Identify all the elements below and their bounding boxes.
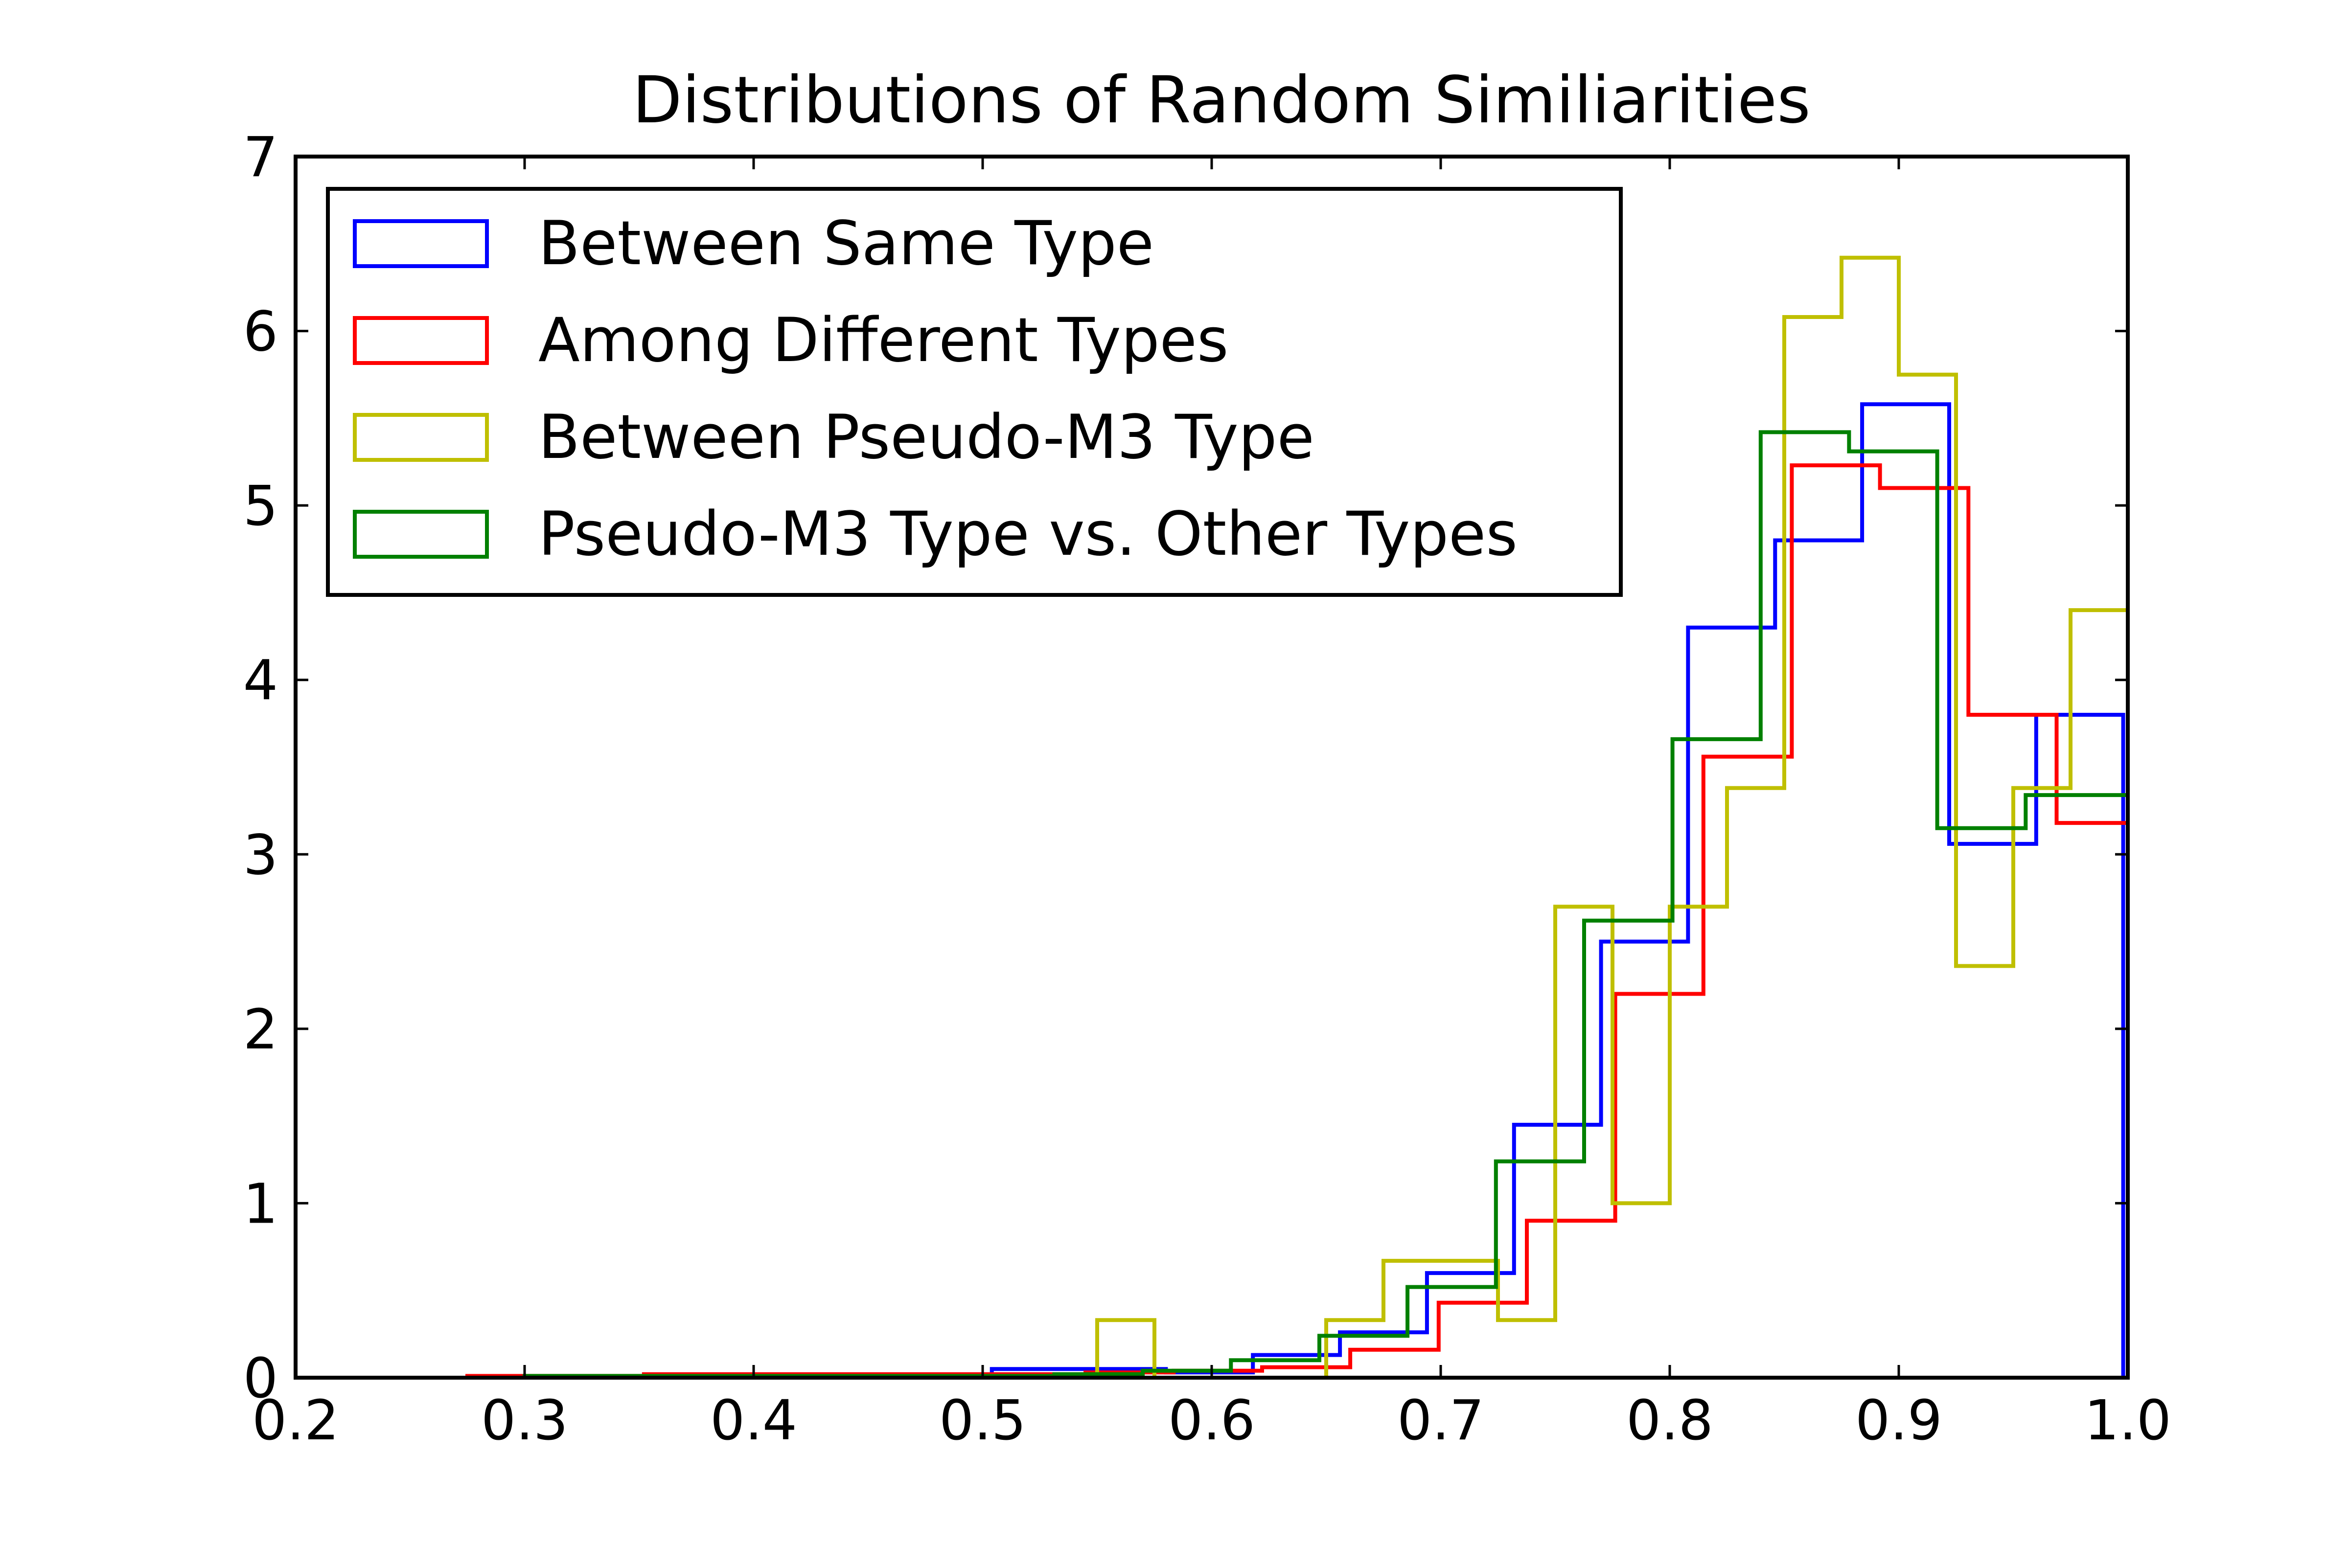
legend-label: Between Pseudo-M3 Type xyxy=(538,402,1314,473)
legend-label: Pseudo-M3 Type vs. Other Types xyxy=(538,499,1518,569)
legend-swatch xyxy=(353,316,489,365)
legend: Between Same Type Among Different Types Be… xyxy=(326,187,1623,597)
x-tick-label: 0.6 xyxy=(1168,1389,1255,1453)
y-tick-label: 4 xyxy=(243,649,278,713)
legend-items: Between Same Type Among Different Types Be… xyxy=(353,208,1518,569)
x-tick-label: 0.3 xyxy=(481,1389,568,1453)
y-tick-label: 1 xyxy=(243,1172,278,1236)
y-tick-label: 5 xyxy=(243,475,278,538)
legend-label: Among Different Types xyxy=(538,305,1228,376)
legend-swatch xyxy=(353,413,489,462)
x-tick-label: 1.0 xyxy=(2084,1389,2171,1453)
y-tick-label: 0 xyxy=(243,1347,278,1410)
y-tick-label: 2 xyxy=(243,998,278,1062)
y-tick-label: 3 xyxy=(243,823,278,887)
chart-title: Distributions of Random Similiarities xyxy=(632,63,1811,138)
y-tick-label: 6 xyxy=(243,300,278,364)
legend-swatch xyxy=(353,219,489,268)
legend-swatch xyxy=(353,510,489,559)
ticks-layer: 0.2 0.3 0.4 0.5 0.6 0.7 0.8 0.9 1.0 0 1 2 3 4 5 6 7 xyxy=(243,126,2171,1453)
x-tick-label: 0.7 xyxy=(1397,1389,1484,1453)
y-tick-label: 7 xyxy=(243,126,278,189)
x-tick-label: 0.8 xyxy=(1626,1389,1713,1453)
x-tick-label: 0.2 xyxy=(252,1389,339,1453)
legend-frame xyxy=(326,187,1623,597)
x-tick-label: 0.4 xyxy=(710,1389,797,1453)
legend-label: Between Same Type xyxy=(538,208,1154,279)
x-tick-label: 0.5 xyxy=(939,1389,1026,1453)
x-tick-label: 0.9 xyxy=(1855,1389,1942,1453)
